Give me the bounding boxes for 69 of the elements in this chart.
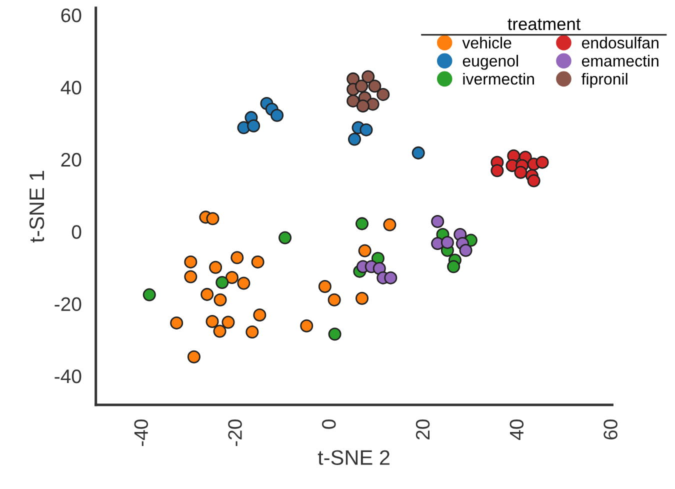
point xyxy=(170,316,184,330)
point xyxy=(368,80,382,93)
point xyxy=(318,280,332,293)
legend-label: fipronil xyxy=(582,72,628,88)
point xyxy=(356,292,369,305)
point xyxy=(253,308,266,322)
x-tick-label: -40 xyxy=(134,420,148,446)
x-tick-label: 0 xyxy=(322,420,336,429)
point xyxy=(490,164,504,178)
y-tick-label: 0 xyxy=(72,225,82,239)
point xyxy=(187,350,200,364)
point xyxy=(527,174,540,188)
point xyxy=(251,255,264,268)
y-tick-label: 20 xyxy=(61,152,82,167)
point xyxy=(209,260,222,274)
y-tick-label: -40 xyxy=(54,369,82,384)
legend-label: emamectin xyxy=(582,54,658,67)
y-tick-label: -20 xyxy=(54,297,82,312)
point xyxy=(206,212,220,226)
point xyxy=(247,119,260,132)
point xyxy=(383,218,396,232)
x-tick-label: 60 xyxy=(604,420,618,440)
x-tick-label: 20 xyxy=(416,420,430,440)
point xyxy=(356,217,369,230)
point xyxy=(376,88,390,101)
legend-label: eugenol xyxy=(462,54,518,70)
x-tick-label: 40 xyxy=(510,420,524,440)
point xyxy=(230,251,244,264)
point xyxy=(214,293,227,306)
point xyxy=(356,100,370,113)
legend-label: vehicle xyxy=(462,36,512,49)
point xyxy=(362,70,375,84)
point xyxy=(213,324,226,338)
point xyxy=(222,316,235,329)
point xyxy=(270,108,284,122)
y-axis-title: t-SNE 1 xyxy=(29,170,44,243)
point xyxy=(216,276,229,290)
point xyxy=(206,315,219,328)
legend-label: endosulfan xyxy=(582,36,658,49)
point xyxy=(184,270,198,284)
legend-label: ivermectin xyxy=(463,72,534,85)
point xyxy=(440,236,454,249)
point xyxy=(237,276,250,290)
x-axis-title: t-SNE 2 xyxy=(318,450,390,465)
y-tick-label: 40 xyxy=(60,80,82,94)
point xyxy=(431,215,444,228)
point xyxy=(300,319,314,332)
point xyxy=(348,132,362,146)
point xyxy=(225,270,238,284)
point xyxy=(459,244,472,257)
point xyxy=(278,231,292,244)
point xyxy=(184,255,198,268)
point xyxy=(328,293,341,306)
point xyxy=(328,328,342,341)
point xyxy=(358,244,372,258)
point xyxy=(536,156,549,169)
point xyxy=(346,94,360,108)
legend-title: treatment xyxy=(508,18,581,30)
point xyxy=(246,325,259,338)
y-tick-label: 60 xyxy=(61,8,82,22)
point xyxy=(514,166,528,179)
point xyxy=(384,271,398,284)
point xyxy=(355,80,368,93)
point xyxy=(412,146,425,160)
point xyxy=(200,288,214,301)
point xyxy=(142,288,156,302)
point xyxy=(447,260,460,274)
x-tick-label: -20 xyxy=(228,420,242,446)
point xyxy=(360,123,373,136)
